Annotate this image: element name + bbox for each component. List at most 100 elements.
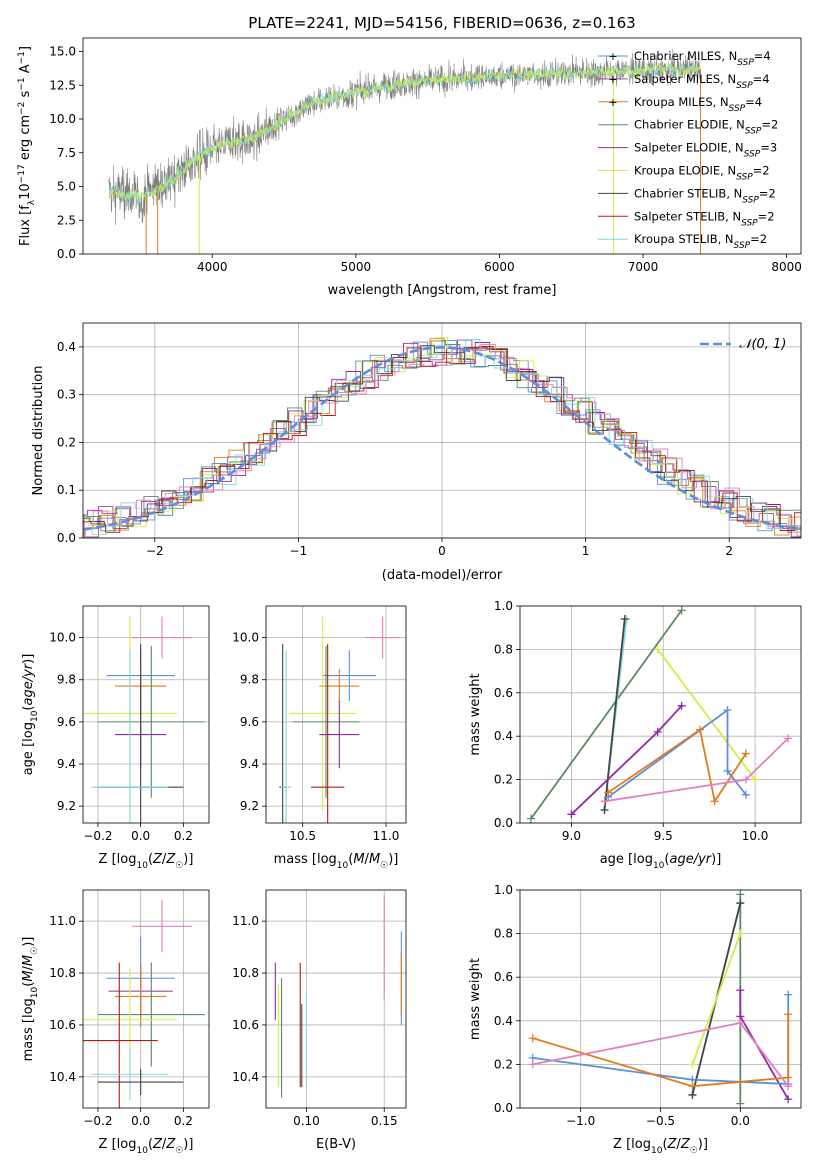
label-part: Salpeter MILES, N <box>634 72 736 86</box>
label-part: ☉ <box>175 1146 183 1156</box>
spectrum-lines <box>108 48 701 254</box>
weight-series <box>527 606 793 823</box>
weight-point-marker <box>736 890 745 899</box>
y-tick-label: 0.3 <box>57 388 76 402</box>
x-tick-label: 7000 <box>628 260 659 274</box>
y-tick-label: 10.0 <box>232 631 259 645</box>
weight-point-marker <box>528 1060 537 1069</box>
y-tick-label: 2.5 <box>57 213 76 227</box>
weight-point-marker <box>653 727 662 736</box>
weight-line <box>530 609 683 820</box>
y-tick-label: 10.8 <box>232 966 259 980</box>
label-part: )] <box>183 1137 193 1152</box>
spectrum-legend: + Chabrier MILES, NSSP=4+ Salpeter MILES, … <box>598 49 778 251</box>
axes-frame <box>265 605 407 824</box>
label-part: Kroupa MILES, N <box>634 95 729 109</box>
label-part: ( <box>21 706 36 711</box>
spectrum-x-label: wavelength [Angstrom, rest frame] <box>328 283 557 298</box>
weight-point-marker <box>527 814 536 823</box>
y-axis-label: age [log10(age/yr)] <box>21 654 40 776</box>
errorbar-marks <box>279 616 400 823</box>
histogram-series <box>83 340 801 532</box>
label-part: ☉ <box>380 861 388 871</box>
x-tick-label: −2 <box>146 544 164 558</box>
weight-point-marker <box>741 790 750 799</box>
label-part: M <box>21 970 36 981</box>
label-part: SSP <box>737 58 754 68</box>
label-part: / <box>365 852 370 867</box>
spectrum-panel: 4000 5000 6000 7000 8000 0.0 2.5 5.0 7.5 10.0 12.5… <box>17 37 802 298</box>
label-part: ☉ <box>175 861 183 871</box>
label-part: 10 <box>136 861 148 871</box>
x-axis-label: mass [log10(M/M☉)] <box>274 852 399 871</box>
errorbar-marks <box>83 616 205 823</box>
spectrum-y-label: Flux [fλ10−17 erg cm−2 s−1 A−1] <box>17 46 37 246</box>
legend-marker: + <box>608 73 617 86</box>
weight-point-marker <box>736 1099 745 1108</box>
label-part: E(B-V) <box>316 1137 356 1152</box>
y-tick-label: 1.0 <box>494 883 513 897</box>
y-axis-label: mass weight <box>468 673 483 755</box>
label-part: age/yr <box>21 662 36 705</box>
x-tick-label: −0.2 <box>83 1114 112 1128</box>
figure-title: PLATE=2241, MJD=54156, FIBERID=0636, z=0… <box>248 14 635 32</box>
y-tick-label: 10.0 <box>49 112 76 126</box>
label-part: age [log <box>600 852 653 867</box>
weight-line <box>532 1014 790 1088</box>
label-part: Chabrier MILES, N <box>634 49 737 63</box>
label-part: Z <box>165 852 176 867</box>
mass-vs-EBV-panel: 0.10 0.15 10.4 10.6 10.8 11.0 E(B-V) <box>232 889 407 1152</box>
label-part: ( <box>662 1137 667 1152</box>
label-part: / <box>162 852 167 867</box>
weight-point-marker <box>723 766 732 775</box>
label-part: Z <box>165 1137 176 1152</box>
y-tick-label: 0.8 <box>494 642 513 656</box>
label-part: mass [log <box>274 852 337 867</box>
x-tick-label: 0.2 <box>174 1114 193 1128</box>
weight-point-marker <box>741 775 750 784</box>
y-tick-label: 0.0 <box>57 531 76 545</box>
weight-point-marker <box>688 1060 697 1069</box>
y-tick-label: 9.8 <box>57 673 76 687</box>
histogram-series <box>83 338 801 536</box>
label-part: Chabrier ELODIE, N <box>634 118 745 132</box>
legend-label: Salpeter STELIB, NSSP=2 <box>634 209 775 228</box>
weight-point-marker <box>736 899 745 908</box>
label-part: / <box>21 965 36 970</box>
weight-point-marker <box>784 1095 793 1104</box>
weight-point-marker <box>600 805 609 814</box>
observed-spectrum-line <box>108 48 701 226</box>
plots-layer: 4000 5000 6000 7000 80000.02.55.07.510.012.5… <box>17 37 802 1156</box>
label-part: ( <box>148 852 153 867</box>
y-tick-label: 11.0 <box>232 914 259 928</box>
x-tick-label: 1 <box>582 544 590 558</box>
label-part: SSP <box>736 81 753 91</box>
y-tick-label: 1.0 <box>494 599 513 613</box>
y-tick-label: 0.4 <box>494 729 513 743</box>
label-part: ☉ <box>690 1146 698 1156</box>
label-part: Kroupa STELIB, N <box>634 232 734 246</box>
y-tick-label: 0.4 <box>57 340 76 354</box>
weight-point-marker <box>784 1073 793 1082</box>
x-axis-label: E(B-V) <box>316 1137 356 1152</box>
y-tick-label: 10.6 <box>232 1018 259 1032</box>
label-part: )] <box>21 937 36 947</box>
y-tick-label: 0.0 <box>494 816 513 830</box>
y-axis-label: mass [log10(M/M☉)] <box>21 937 40 1062</box>
label-part: ☉ <box>30 947 40 955</box>
weight-point-marker <box>620 615 629 624</box>
weight-point-marker <box>604 788 613 797</box>
x-tick-label: −0.2 <box>83 829 112 843</box>
weight-point-marker <box>736 929 745 938</box>
weight-line <box>604 737 789 803</box>
weight-vs-Z-panel: −1.0 −0.5 0.00.00.20.40.60.81.0Z [log10(Z/… <box>468 883 802 1156</box>
histogram-series <box>83 345 801 530</box>
weight-point-marker <box>710 797 719 806</box>
weight-point-marker <box>653 645 662 654</box>
y-tick-label: 9.4 <box>57 757 76 771</box>
label-part: / <box>162 1137 167 1152</box>
histogram-steps <box>83 337 801 538</box>
x-axis-label: Z [log10(Z/Z☉)] <box>99 1137 194 1156</box>
label-part: )] <box>183 852 193 867</box>
label-part: =2 <box>759 186 776 200</box>
